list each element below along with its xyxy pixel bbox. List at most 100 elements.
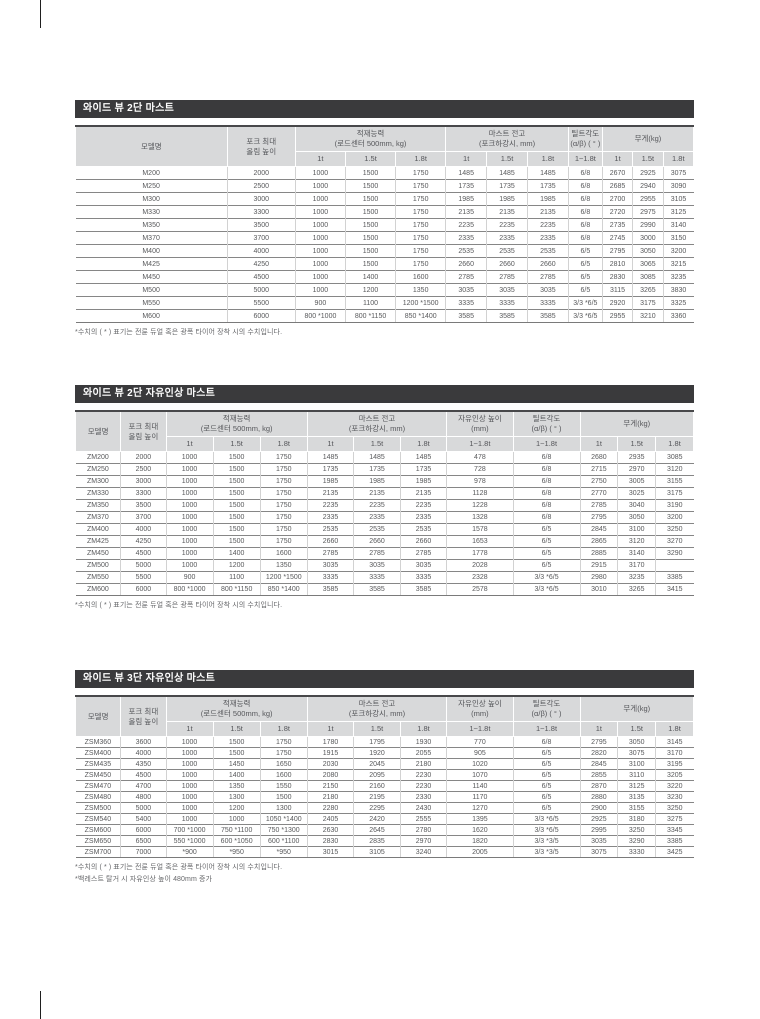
column-subheader: 1t <box>165 721 214 738</box>
value-cell: 6/8 <box>567 179 603 193</box>
column-subheader: 1.8t <box>399 721 448 738</box>
footnote: *수치의 ( * ) 표기는 전륜 듀얼 혹은 광폭 타이어 장착 시의 수치입… <box>75 864 283 872</box>
value-cell: 3100 <box>617 523 657 536</box>
table-row: ZSM540 5400 1000 1000 1050 *1400 2405 2420 2555… <box>75 813 694 825</box>
model-name-cell: M330 <box>75 205 228 219</box>
value-cell: 1000 <box>294 166 346 180</box>
value-cell: 1200 <box>212 802 261 814</box>
value-cell: 1500 <box>344 192 397 206</box>
table-row: M200 2000 1000 1500 1750 1485 1485 1485 6/8 2670 2… <box>75 166 694 180</box>
value-cell: 1500 <box>212 747 261 759</box>
value-cell: 6/8 <box>567 231 603 245</box>
value-cell: 6/5 <box>512 758 581 770</box>
table-row: M450 4500 1000 1400 1600 2785 2785 2785 6/5 2830 3… <box>75 270 694 284</box>
value-cell: 2845 <box>579 523 619 536</box>
value-cell: 2990 <box>632 218 664 232</box>
value-cell: 1600 <box>395 270 447 284</box>
value-cell: 2720 <box>601 205 634 219</box>
value-cell: 2135 <box>306 487 355 500</box>
value-cell: 3385 <box>655 571 694 584</box>
value-cell: 3360 <box>662 309 694 324</box>
value-cell: 3170 <box>655 747 694 759</box>
value-cell: 1750 <box>259 499 308 512</box>
model-name-cell: ZM500 <box>75 559 122 572</box>
model-name-cell: ZM425 <box>75 535 122 548</box>
value-cell: 2735 <box>601 218 634 232</box>
value-cell: 6/8 <box>512 511 581 524</box>
value-cell: 3325 <box>662 296 694 310</box>
value-cell: 6/5 <box>512 547 581 560</box>
model-name-cell: ZM300 <box>75 475 122 488</box>
column-group-header: 포크 최대 올림 높이 <box>226 125 296 168</box>
value-cell: 2135 <box>526 205 569 219</box>
column-subheader: 1t <box>579 721 619 738</box>
value-cell: 3035 <box>579 835 619 847</box>
value-cell: 1000 <box>165 487 214 500</box>
value-cell: 4000 <box>120 747 167 759</box>
table-row: M250 2500 1000 1500 1750 1735 1735 1735 6/8 2685 2… <box>75 179 694 193</box>
value-cell: 2180 <box>399 758 448 770</box>
footnote: *수치의 ( * ) 표기는 전륜 듀얼 혹은 광폭 타이어 장착 시의 수치입… <box>75 329 283 337</box>
column-subheader: 1.8t <box>259 436 308 453</box>
value-cell: 2135 <box>445 205 488 219</box>
column-group-header: 틸트각도 (α/β) ( ° ) <box>567 125 603 153</box>
value-cell: 1735 <box>445 179 488 193</box>
value-cell: 3190 <box>655 499 694 512</box>
table-row: M425 4250 1000 1500 1750 2660 2660 2660 6/5 2810 3… <box>75 257 694 271</box>
value-cell: 1300 <box>259 802 308 814</box>
model-name-cell: M400 <box>75 244 228 258</box>
value-cell: 1600 <box>259 547 308 560</box>
value-cell: 2230 <box>399 769 448 781</box>
value-cell: 3005 <box>617 475 657 488</box>
value-cell: 5500 <box>226 296 296 310</box>
table-row: M550 5500 900 1100 1200 *1500 3335 3335 3335 3/3… <box>75 296 694 310</box>
value-cell: 2820 <box>579 747 619 759</box>
value-cell: 3065 <box>632 257 664 271</box>
model-name-cell: M370 <box>75 231 228 245</box>
value-cell: 6/5 <box>567 283 603 297</box>
table-row: ZM500 5000 1000 1200 1350 3035 3035 3035 2028 6/5… <box>75 559 694 572</box>
value-cell: 3140 <box>662 218 694 232</box>
value-cell: 5500 <box>120 571 167 584</box>
value-cell: 2030 <box>306 758 355 770</box>
column-subheader: 1~1.8t <box>512 436 581 453</box>
value-cell: *900 <box>165 846 214 859</box>
value-cell: 1000 <box>294 270 346 284</box>
column-subheader: 1.8t <box>662 151 695 168</box>
value-cell: 3115 <box>601 283 634 297</box>
value-cell: 3120 <box>617 535 657 548</box>
model-name-cell: M550 <box>75 296 228 310</box>
value-cell: 3215 <box>662 257 694 271</box>
value-cell: 4700 <box>120 780 167 792</box>
value-cell: 1070 <box>446 769 514 781</box>
value-cell: 2795 <box>579 511 619 524</box>
table-row: ZSM480 4800 1000 1300 1500 2180 2195 2330 1170 6/… <box>75 791 694 803</box>
value-cell: 1985 <box>306 475 355 488</box>
model-name-cell: ZM350 <box>75 499 122 512</box>
table-row: ZSM400 4000 1000 1500 1750 1915 1920 2055 905 6/5… <box>75 747 694 759</box>
value-cell: 2785 <box>399 547 448 560</box>
value-cell: 2970 <box>617 463 657 476</box>
value-cell: 2328 <box>446 571 514 584</box>
value-cell: 2045 <box>353 758 401 770</box>
value-cell: 3/3 *6/5 <box>512 824 581 836</box>
value-cell: 1000 <box>165 813 214 825</box>
column-subheader: 1t <box>306 436 355 453</box>
value-cell: 2335 <box>445 231 488 245</box>
value-cell: 2865 <box>579 535 619 548</box>
value-cell: 2535 <box>486 244 528 258</box>
value-cell: 1020 <box>446 758 514 770</box>
value-cell: 1750 <box>395 205 447 219</box>
value-cell: 6/8 <box>567 205 603 219</box>
value-cell: 6/5 <box>512 802 581 814</box>
column-group-header: 자유인상 높이 (mm) <box>446 410 514 438</box>
value-cell: 3035 <box>486 283 528 297</box>
value-cell: 2770 <box>579 487 619 500</box>
spec-table-2stage-mast: 모델명 포크 최대 올림 높이 적재능력 (로드센터 500mm, kg) 마스트 전고(… <box>75 125 695 324</box>
value-cell: 2885 <box>579 547 619 560</box>
value-cell: 3265 <box>617 583 657 597</box>
column-subheader: 1.8t <box>259 721 308 738</box>
value-cell: 1228 <box>446 499 514 512</box>
value-cell: 600 *1100 <box>259 835 308 847</box>
value-cell: 3105 <box>353 846 401 859</box>
